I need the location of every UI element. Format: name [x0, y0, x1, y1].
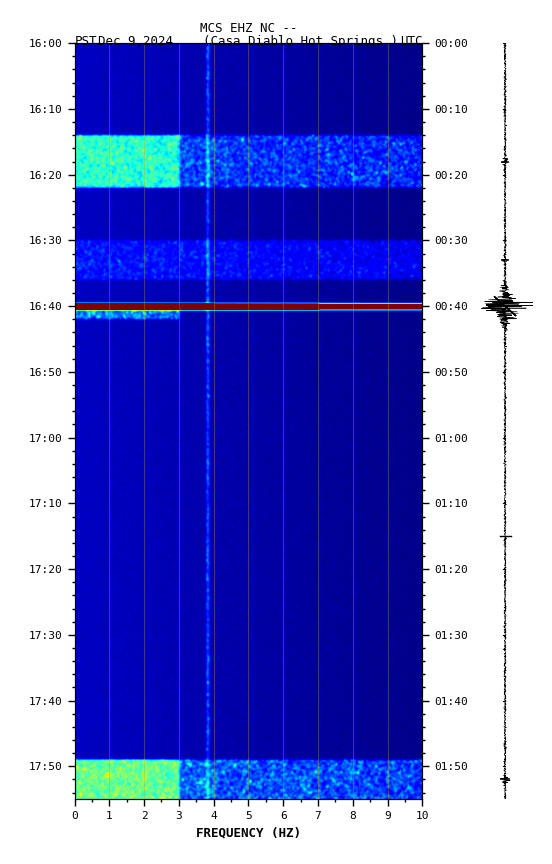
- Text: MCS EHZ NC --: MCS EHZ NC --: [200, 22, 297, 35]
- Text: Dec 9,2024    (Casa Diablo Hot Springs ): Dec 9,2024 (Casa Diablo Hot Springs ): [98, 35, 399, 48]
- X-axis label: FREQUENCY (HZ): FREQUENCY (HZ): [196, 827, 301, 840]
- Text: PST: PST: [75, 35, 97, 48]
- Polygon shape: [494, 296, 516, 316]
- Text: UTC: UTC: [400, 35, 422, 48]
